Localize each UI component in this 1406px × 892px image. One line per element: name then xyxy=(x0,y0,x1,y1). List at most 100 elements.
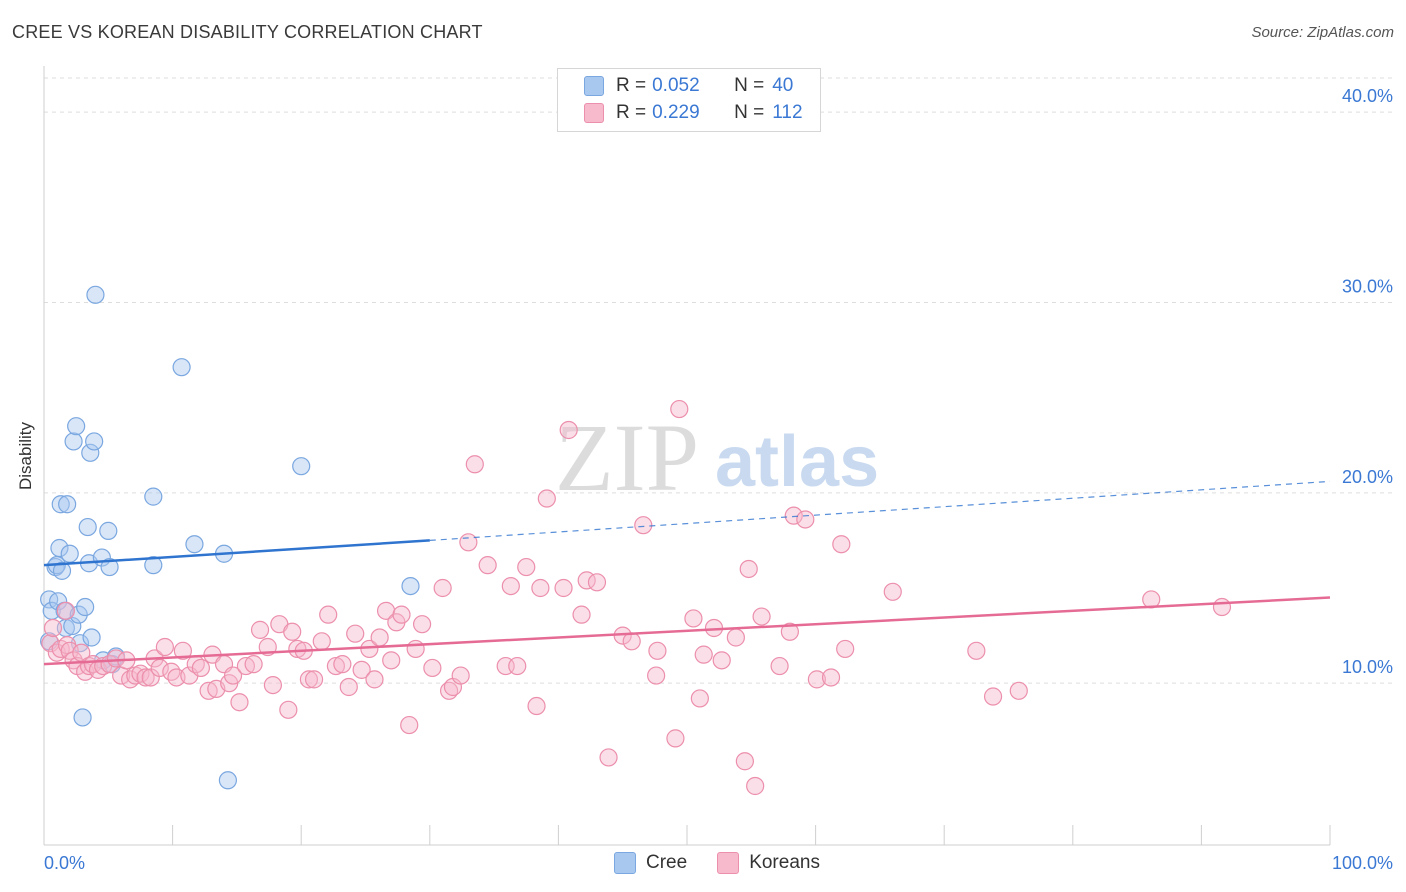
cree-point xyxy=(185,535,204,554)
cree-point xyxy=(292,457,311,476)
koreans-point xyxy=(531,578,550,598)
cree-point xyxy=(60,544,79,563)
y-tick-label: 40.0% xyxy=(1342,86,1393,106)
legend-n-label: N = xyxy=(734,102,765,123)
koreans-point xyxy=(690,689,709,708)
cree-point xyxy=(49,592,68,611)
koreans-point xyxy=(283,622,302,641)
koreans-point xyxy=(333,655,352,674)
grid-layer xyxy=(44,77,1392,684)
tick-label-layer: 10.0% 20.0% 30.0% 40.0% 0.0% 100.0% xyxy=(44,86,1393,873)
koreans-point xyxy=(244,655,263,674)
koreans-point xyxy=(648,641,667,660)
koreans-point xyxy=(230,693,249,712)
cree-point xyxy=(52,561,72,580)
koreans-point xyxy=(326,656,346,676)
koreans-point xyxy=(527,696,546,716)
koreans-point xyxy=(191,658,210,678)
legend-r-value: 0.229 xyxy=(652,102,700,123)
koreans-point xyxy=(400,715,419,735)
koreans-point xyxy=(739,559,758,579)
points-layer xyxy=(40,285,1232,796)
koreans-point xyxy=(382,651,401,670)
koreans-point xyxy=(501,576,520,596)
koreans-point xyxy=(288,639,307,659)
koreans-point xyxy=(694,645,713,664)
watermark: ZIP atlas xyxy=(555,404,879,511)
koreans-point xyxy=(666,729,685,748)
koreans-point xyxy=(537,489,556,508)
koreans-point xyxy=(319,605,338,624)
koreans-point xyxy=(746,776,765,796)
koreans-point xyxy=(412,615,432,634)
koreans-trend-line xyxy=(43,596,1331,666)
koreans-point xyxy=(465,455,484,474)
koreans-point xyxy=(726,628,745,647)
koreans-point xyxy=(554,578,573,598)
koreans-point xyxy=(352,660,371,679)
y-tick-label: 10.0% xyxy=(1342,657,1393,677)
trend-layer xyxy=(43,480,1331,666)
koreans-point xyxy=(647,666,666,685)
legend-swatch-koreans xyxy=(717,852,740,874)
koreans-point xyxy=(339,677,358,697)
koreans-point xyxy=(312,632,331,651)
cree-point xyxy=(81,443,100,462)
koreans-point xyxy=(56,601,75,620)
watermark-zip: ZIP xyxy=(555,404,699,511)
koreans-point xyxy=(433,578,452,598)
legend-item-cree[interactable]: Cree xyxy=(614,852,687,874)
koreans-point xyxy=(634,516,653,535)
cree-point xyxy=(99,521,118,540)
koreans-point xyxy=(1212,597,1232,617)
series-legend: Cree Koreans xyxy=(614,852,850,874)
koreans-point xyxy=(983,687,1003,706)
koreans-point xyxy=(155,637,174,657)
chart-source: Source: ZipAtlas.com xyxy=(1251,24,1394,41)
koreans-point xyxy=(587,573,607,592)
cree-point xyxy=(76,597,95,617)
legend-row-koreans: R = 0.229 N = 112 xyxy=(584,100,803,126)
koreans-point xyxy=(599,748,618,767)
cree-point xyxy=(86,285,105,304)
cree-point xyxy=(85,432,104,451)
koreans-point xyxy=(136,668,155,687)
koreans-point xyxy=(43,618,63,638)
legend-swatch-cree xyxy=(584,76,604,96)
legend-label-cree: Cree xyxy=(646,852,688,873)
x-tick-label: 0.0% xyxy=(44,853,85,873)
watermark-atlas: atlas xyxy=(715,422,879,502)
koreans-point xyxy=(451,666,470,685)
koreans-point xyxy=(150,658,169,678)
cree-point xyxy=(218,771,237,790)
koreans-point xyxy=(376,601,396,620)
koreans-point xyxy=(263,675,283,695)
legend-swatch-cree xyxy=(614,852,636,874)
legend-item-koreans[interactable]: Koreans xyxy=(717,852,820,874)
cree-point xyxy=(82,628,101,647)
y-axis-label: Disability xyxy=(16,421,35,491)
chart-title: CREE VS KOREAN DISABILITY CORRELATION CH… xyxy=(12,22,483,42)
legend-r-label: R = xyxy=(616,102,647,123)
koreans-point xyxy=(770,656,789,676)
koreans-point xyxy=(517,557,536,577)
legend-swatch-koreans xyxy=(584,103,604,123)
koreans-point xyxy=(572,605,591,624)
cree-point xyxy=(40,590,59,609)
koreans-point xyxy=(162,662,181,681)
cree-point xyxy=(58,495,77,514)
koreans-point xyxy=(784,506,803,525)
axis-layer xyxy=(43,66,1331,846)
koreans-point xyxy=(223,666,243,685)
cree-point xyxy=(50,538,69,558)
legend-label-koreans: Koreans xyxy=(749,852,820,873)
cree-point xyxy=(73,708,92,727)
koreans-point xyxy=(508,656,527,676)
cree-point xyxy=(172,358,191,377)
cree-trend-line xyxy=(43,539,430,567)
legend-n-value: 40 xyxy=(772,75,794,96)
koreans-point xyxy=(1009,681,1028,700)
cree-trend-extension xyxy=(429,480,1331,542)
koreans-point xyxy=(684,609,703,628)
